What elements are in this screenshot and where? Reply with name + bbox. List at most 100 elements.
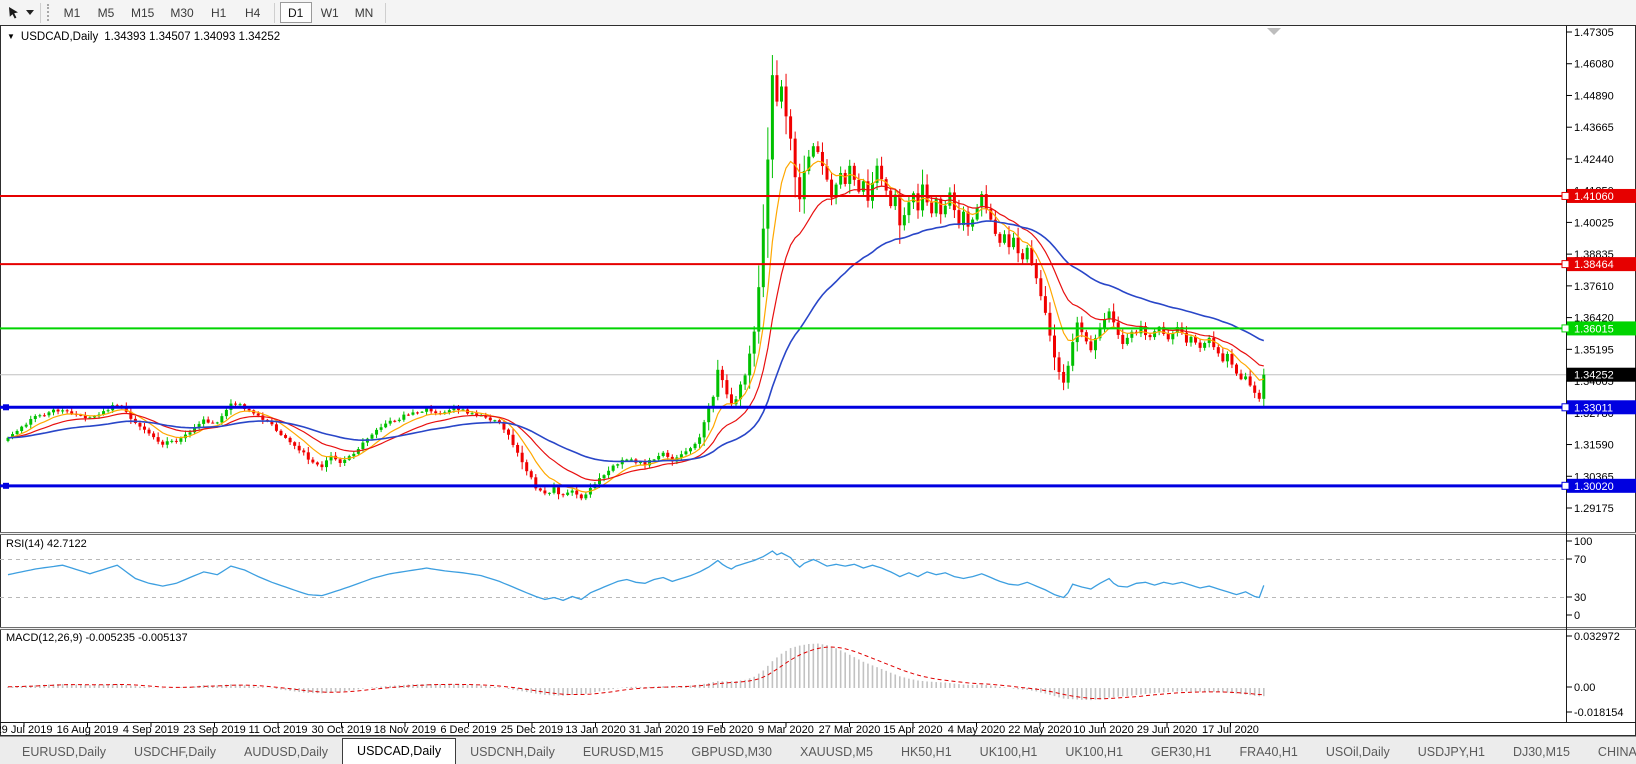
tab-gbpusd-m30[interactable]: GBPUSD,M30 (691, 745, 772, 759)
panel-splitter[interactable] (0, 532, 1636, 535)
panel-splitter[interactable] (0, 627, 1636, 630)
time-axis[interactable]: 29 Jul 2019 16 Aug 2019 4 Sep 2019 23 Sep 2… (0, 723, 1259, 736)
date-label: 31 Jan 2020 (629, 724, 690, 736)
candle-body (325, 460, 328, 468)
candle-body (661, 452, 665, 456)
timeframe-h4[interactable]: H4 (237, 2, 269, 23)
tab-ger30-h1[interactable]: GER30,H1 (1151, 745, 1212, 759)
candle-body (129, 411, 133, 419)
chart-collapse-icon[interactable]: ▼ (7, 32, 15, 41)
candle-body (1098, 327, 1102, 339)
candle-body (188, 432, 192, 435)
tab-usdjpy-h1[interactable]: USDJPY,H1 (1417, 745, 1485, 759)
candle-body (875, 165, 879, 183)
tab-dj30-m15[interactable]: DJ30,M15 (1512, 745, 1570, 759)
timeframe-w1[interactable]: W1 (314, 2, 346, 23)
candle-body (1016, 237, 1020, 254)
candle-body (420, 411, 424, 413)
candle-body (1075, 322, 1079, 343)
tab-usdchf-daily[interactable]: USDCHF,Daily (134, 745, 216, 759)
rsi-panel[interactable]: 100 70 30 0 (0, 536, 1592, 622)
candle-body (511, 434, 515, 445)
candle-body (625, 459, 629, 461)
cursor-tool-button[interactable] (4, 3, 24, 23)
bid-price-label: 1.34252 (1567, 367, 1636, 382)
candle-body (88, 417, 92, 419)
candle-body (893, 194, 897, 207)
candle-body (520, 452, 524, 463)
timeframe-d1[interactable]: D1 (279, 2, 312, 23)
tab-uk100-h1[interactable]: UK100,H1 (979, 745, 1038, 759)
candle-body (1030, 247, 1034, 264)
candle-body (83, 415, 87, 419)
candle-body (1025, 247, 1029, 260)
candle-body (124, 407, 128, 412)
candle-body (502, 422, 506, 430)
tab-eurusd-m15[interactable]: EURUSD,M15 (582, 745, 664, 759)
candle-body (1184, 332, 1188, 343)
price-tick-label: 1.29175 (1574, 503, 1614, 515)
candle-body (930, 202, 934, 214)
candle-body (79, 414, 83, 416)
timeframe-m1[interactable]: M1 (56, 2, 88, 23)
chart-shift-marker-icon[interactable] (1267, 28, 1281, 35)
candle-body (434, 411, 438, 414)
candle-body (584, 494, 588, 499)
candle-body (866, 181, 870, 201)
candle-body (962, 211, 965, 226)
tab-usdcnh-daily[interactable]: USDCNH,Daily (470, 745, 555, 759)
candle-body (852, 165, 856, 180)
candle-body (343, 459, 347, 463)
candle-body (1057, 357, 1061, 372)
candle-body (907, 202, 911, 216)
candle-body (379, 427, 383, 430)
tab-hk50-h1[interactable]: HK50,H1 (900, 745, 952, 759)
candle-body (811, 146, 815, 157)
candle-body (611, 465, 615, 471)
timeframe-mn[interactable]: MN (348, 2, 381, 23)
candle-body (525, 462, 529, 472)
candle-body (1239, 373, 1243, 380)
tab-usdcad-daily[interactable]: USDCAD,Daily (342, 738, 457, 764)
date-label: 17 Jul 2020 (1202, 724, 1259, 736)
tab-usoil-daily[interactable]: USOil,Daily (1325, 745, 1390, 759)
tab-audusd-daily[interactable]: AUDUSD,Daily (244, 745, 329, 759)
price-hline-label-1.36015: 1.36015 (1561, 321, 1636, 336)
candle-body (352, 453, 356, 457)
tab-china300-h4[interactable]: CHINA300,H4 (1597, 745, 1636, 759)
candle-body (1216, 347, 1220, 354)
candle-body (1034, 263, 1038, 279)
timeframe-m5[interactable]: M5 (90, 2, 122, 23)
hline-left-handle[interactable] (3, 482, 9, 489)
candle-body (538, 488, 542, 491)
timeframe-m15[interactable]: M15 (124, 2, 161, 23)
tab-xauusd-m5[interactable]: XAUUSD,M5 (800, 745, 873, 759)
chart-symbol-label: USDCAD,Daily (20, 31, 99, 43)
candle-body (911, 193, 915, 203)
candle-body (871, 182, 874, 201)
candle-body (921, 184, 925, 211)
candle-body (1221, 353, 1225, 362)
candle-body (629, 459, 633, 461)
tool-dropdown-caret[interactable] (24, 3, 36, 23)
timeframe-m30[interactable]: M30 (163, 2, 200, 23)
date-label: 15 Apr 2020 (883, 724, 942, 736)
candle-body (743, 375, 747, 385)
candle-body (1262, 374, 1266, 399)
candle-body (115, 405, 119, 407)
tab-uk100-h1[interactable]: UK100,H1 (1065, 745, 1124, 759)
price-tick-label: 1.43665 (1574, 122, 1614, 134)
hline-left-handle[interactable] (3, 404, 9, 411)
macd-panel[interactable]: 0.032972 0.00 -0.018154 (7, 631, 1624, 719)
candle-body (52, 409, 55, 413)
candle-body (766, 159, 770, 229)
timeframe-h1[interactable]: H1 (203, 2, 235, 23)
toolbar-grip[interactable] (47, 4, 49, 21)
tab-eurusd-daily[interactable]: EURUSD,Daily (22, 745, 107, 759)
candle-body (1189, 336, 1193, 343)
candle-body (598, 478, 601, 485)
candle-body (33, 416, 37, 420)
candle-body (748, 353, 752, 376)
tab-fra40-h1[interactable]: FRA40,H1 (1239, 745, 1298, 759)
